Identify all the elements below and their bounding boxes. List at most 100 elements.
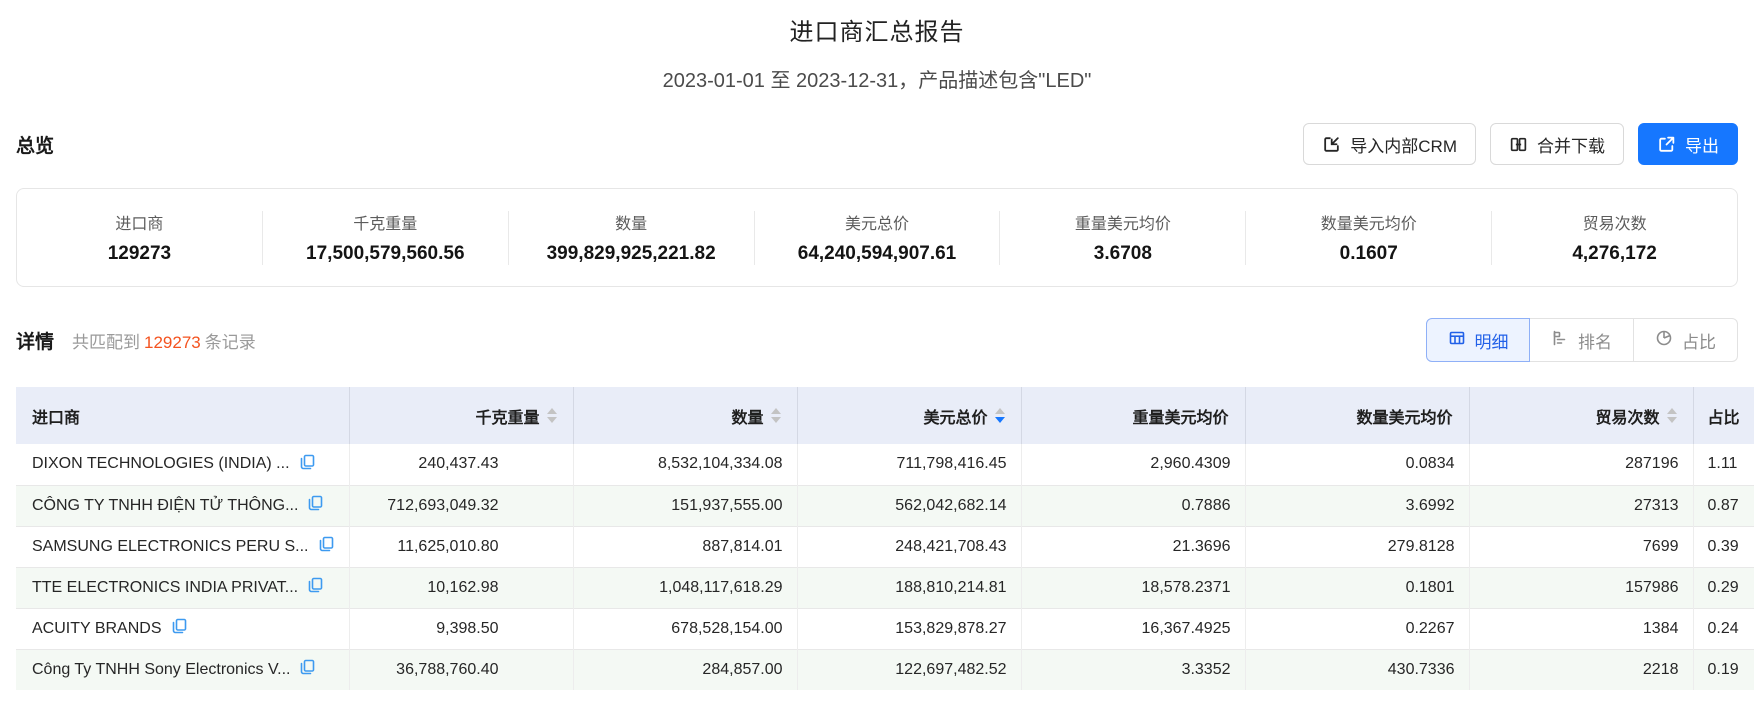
sort-icon — [1666, 408, 1677, 423]
match-count-text: 共匹配到 129273 条记录 — [72, 328, 256, 353]
trade-count-cell: 157986 — [1468, 566, 1693, 608]
table-row: DIXON TECHNOLOGIES (INDIA) ... 240,437.4… — [16, 444, 1754, 485]
copy-icon[interactable] — [300, 454, 315, 475]
kg-weight-cell: 11,625,010.80 — [348, 525, 573, 567]
kg-weight-cell: 36,788,760.40 — [348, 648, 573, 690]
tab-label: 占比 — [1682, 332, 1716, 352]
usd-per-kg-cell: 21.3696 — [1020, 525, 1245, 567]
divider — [261, 210, 263, 265]
column-label: 美元总价 — [923, 409, 988, 427]
stat-value: 3.6708 — [1093, 243, 1152, 264]
divider — [999, 210, 1001, 265]
export-button[interactable]: 导出 — [1638, 123, 1738, 165]
kg-weight-cell: 10,162.98 — [348, 566, 573, 608]
importer-name: DIXON TECHNOLOGIES (INDIA) ... — [32, 455, 290, 473]
copy-icon[interactable] — [319, 536, 334, 557]
divider — [753, 210, 755, 265]
importer-table: 进口商 千克重量 数量 美元总价 重量美元均价 数量美元均价 贸易次数 占比 — [16, 387, 1754, 690]
trade-count-cell: 27313 — [1468, 484, 1693, 526]
importer-name: ACUITY BRANDS — [32, 619, 162, 637]
toolbar: 导入内部CRM 合并下载 导出 — [1303, 123, 1738, 165]
stat-label: 美元总价 — [845, 216, 910, 233]
trade-count-cell: 2218 — [1468, 648, 1693, 690]
overview-heading: 总览 — [16, 135, 55, 157]
share-cell: 0.19 — [1692, 648, 1754, 690]
usd-per-kg-cell: 16,367.4925 — [1020, 607, 1245, 649]
column-header-kg-weight[interactable]: 千克重量 — [348, 387, 573, 444]
divider — [1491, 210, 1493, 265]
ranking-icon — [1551, 329, 1569, 352]
kg-weight-cell: 9,398.50 — [348, 607, 573, 649]
stat-importers: 进口商 129273 — [17, 210, 262, 265]
usd-total-cell: 562,042,682.14 — [796, 484, 1021, 526]
stat-usd-per-qty: 数量美元均价 0.1607 — [1246, 210, 1491, 265]
table-icon — [1448, 329, 1466, 352]
usd-total-cell: 153,829,878.27 — [796, 607, 1021, 649]
usd-total-cell: 188,810,214.81 — [796, 566, 1021, 608]
match-suffix: 条记录 — [204, 332, 256, 352]
column-header-share: 占比 — [1692, 387, 1754, 444]
copy-icon[interactable] — [308, 577, 323, 598]
table-header-row: 进口商 千克重量 数量 美元总价 重量美元均价 数量美元均价 贸易次数 占比 — [16, 387, 1754, 444]
stat-trade-count: 贸易次数 4,276,172 — [1492, 210, 1737, 265]
importer-name: CÔNG TY TNHH ĐIỆN TỬ THÔNG... — [32, 496, 299, 514]
stat-value: 0.1607 — [1339, 243, 1398, 264]
stat-label: 重量美元均价 — [1074, 216, 1171, 233]
table-row: TTE ELECTRONICS INDIA PRIVAT... 10,162.9… — [16, 566, 1754, 608]
table-row: CÔNG TY TNHH ĐIỆN TỬ THÔNG... 712,693,04… — [16, 484, 1754, 526]
usd-total-cell: 248,421,708.43 — [796, 525, 1021, 567]
column-header-trade-count[interactable]: 贸易次数 — [1468, 387, 1693, 444]
copy-icon[interactable] — [300, 659, 315, 680]
stat-value: 129273 — [107, 243, 172, 264]
tab-ranking[interactable]: 排名 — [1530, 318, 1634, 362]
match-count: 129273 — [144, 332, 201, 352]
tab-label: 排名 — [1578, 332, 1612, 352]
table-row: ACUITY BRANDS 9,398.50 678,528,154.00 15… — [16, 607, 1754, 649]
merge-download-button[interactable]: 合并下载 — [1490, 123, 1624, 165]
overview-stats-card: 进口商 129273 千克重量 17,500,579,560.56 数量 399… — [16, 188, 1738, 287]
tab-share[interactable]: 占比 — [1634, 318, 1738, 362]
tab-detail[interactable]: 明细 — [1426, 318, 1530, 362]
share-cell: 0.24 — [1692, 607, 1754, 649]
match-prefix: 共匹配到 — [72, 332, 141, 352]
kg-weight-cell: 712,693,049.32 — [348, 484, 573, 526]
stat-value: 399,829,925,221.82 — [546, 243, 716, 264]
sort-icon-active-desc — [994, 408, 1005, 423]
divider — [1245, 210, 1247, 265]
page-title: 进口商汇总报告 — [789, 19, 965, 46]
usd-per-qty-cell: 0.2267 — [1244, 607, 1469, 649]
importer-name: Công Ty TNHH Sony Electronics V... — [32, 660, 291, 678]
usd-per-qty-cell: 279.8128 — [1244, 525, 1469, 567]
usd-per-qty-cell: 0.0834 — [1244, 444, 1469, 485]
quantity-cell: 678,528,154.00 — [572, 607, 797, 649]
quantity-cell: 887,814.01 — [572, 525, 797, 567]
stat-label: 贸易次数 — [1582, 216, 1647, 233]
usd-per-kg-cell: 18,578.2371 — [1020, 566, 1245, 608]
stat-value: 64,240,594,907.61 — [797, 243, 957, 264]
usd-total-cell: 122,697,482.52 — [796, 648, 1021, 690]
details-heading: 详情 — [16, 331, 55, 353]
usd-per-kg-cell: 0.7886 — [1020, 484, 1245, 526]
copy-icon[interactable] — [308, 495, 323, 516]
usd-per-qty-cell: 0.1801 — [1244, 566, 1469, 608]
share-cell: 1.11 — [1692, 444, 1754, 485]
stat-usd-per-kg: 重量美元均价 3.6708 — [1000, 210, 1245, 265]
trade-count-cell: 7699 — [1468, 525, 1693, 567]
column-header-usd-total[interactable]: 美元总价 — [796, 387, 1021, 444]
divider — [507, 210, 509, 265]
stat-value: 4,276,172 — [1572, 243, 1657, 264]
usd-per-qty-cell: 430.7336 — [1244, 648, 1469, 690]
export-label: 导出 — [1685, 136, 1719, 156]
usd-per-qty-cell: 3.6992 — [1244, 484, 1469, 526]
column-label: 数量 — [731, 409, 764, 427]
merge-icon — [1509, 135, 1528, 154]
quantity-cell: 8,532,104,334.08 — [572, 444, 797, 485]
stat-usd-total: 美元总价 64,240,594,907.61 — [755, 210, 1000, 265]
quantity-cell: 1,048,117,618.29 — [572, 566, 797, 608]
trade-count-cell: 287196 — [1468, 444, 1693, 485]
importer-name: TTE ELECTRONICS INDIA PRIVAT... — [32, 578, 299, 596]
import-crm-button[interactable]: 导入内部CRM — [1303, 123, 1476, 165]
table-row: SAMSUNG ELECTRONICS PERU S... 11,625,010… — [16, 525, 1754, 567]
column-header-quantity[interactable]: 数量 — [572, 387, 797, 444]
copy-icon[interactable] — [172, 618, 187, 639]
